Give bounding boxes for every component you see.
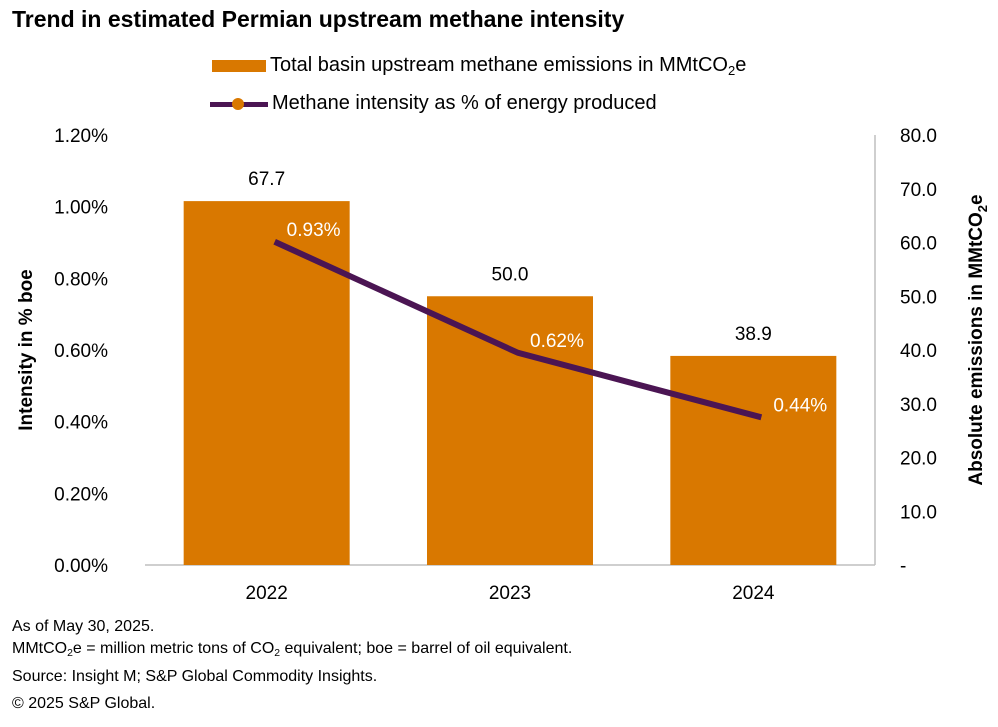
right-tick-label: 50.0 — [900, 287, 937, 308]
legend-item-intensity: Methane intensity as % of energy produce… — [210, 92, 657, 115]
bar-value-label: 67.7 — [248, 169, 285, 190]
left-tick-label: 0.40% — [54, 413, 108, 434]
left-tick-label: 0.00% — [54, 556, 108, 577]
right-tick-label: - — [900, 556, 906, 577]
bar-value-label: 38.9 — [735, 324, 772, 345]
right-tick-label: 70.0 — [900, 180, 937, 201]
footer-definitions: MMtCO2e = million metric tons of CO2 equ… — [12, 640, 573, 660]
footer-date: As of May 30, 2025. — [12, 618, 155, 635]
legend-swatch-line — [210, 97, 268, 110]
intensity-line — [273, 239, 763, 421]
left-tick-label: 0.60% — [54, 341, 108, 362]
legend-label-intensity: Methane intensity as % of energy produce… — [272, 92, 657, 114]
left-axis-title: Intensity in % boe — [16, 269, 37, 431]
legend-item-emissions: Total basin upstream methane emissions i… — [212, 54, 746, 78]
left-tick-label: 0.20% — [54, 484, 108, 505]
right-tick-label: 10.0 — [900, 502, 937, 523]
left-tick-label: 1.20% — [54, 126, 108, 147]
x-tick-label: 2024 — [732, 583, 775, 604]
line-value-label: 0.62% — [530, 331, 584, 352]
bar — [427, 296, 593, 565]
left-tick-label: 1.00% — [54, 198, 108, 219]
right-tick-label: 20.0 — [900, 449, 937, 470]
x-tick-label: 2022 — [246, 583, 288, 604]
bar-value-label: 50.0 — [492, 264, 529, 285]
bar — [670, 355, 837, 565]
line-value-label: 0.93% — [287, 220, 341, 241]
left-tick-label: 0.80% — [54, 269, 108, 290]
right-tick-label: 60.0 — [900, 234, 937, 255]
footer-copyright: © 2025 S&P Global. — [12, 695, 156, 712]
right-tick-label: 80.0 — [900, 126, 937, 147]
bar — [183, 201, 350, 566]
right-tick-label: 40.0 — [900, 341, 937, 362]
chart-title: Trend in estimated Permian upstream meth… — [12, 6, 625, 32]
right-tick-label: 30.0 — [900, 395, 937, 416]
legend-swatch-bar — [212, 59, 266, 72]
legend-label-emissions: Total basin upstream methane emissions i… — [270, 54, 747, 78]
x-tick-label: 2023 — [489, 583, 531, 604]
right-axis-title: Absolute emissions in MMtCO2e — [966, 194, 990, 485]
footer-source: Source: Insight M; S&P Global Commodity … — [12, 668, 378, 685]
line-value-label: 0.44% — [773, 395, 827, 416]
